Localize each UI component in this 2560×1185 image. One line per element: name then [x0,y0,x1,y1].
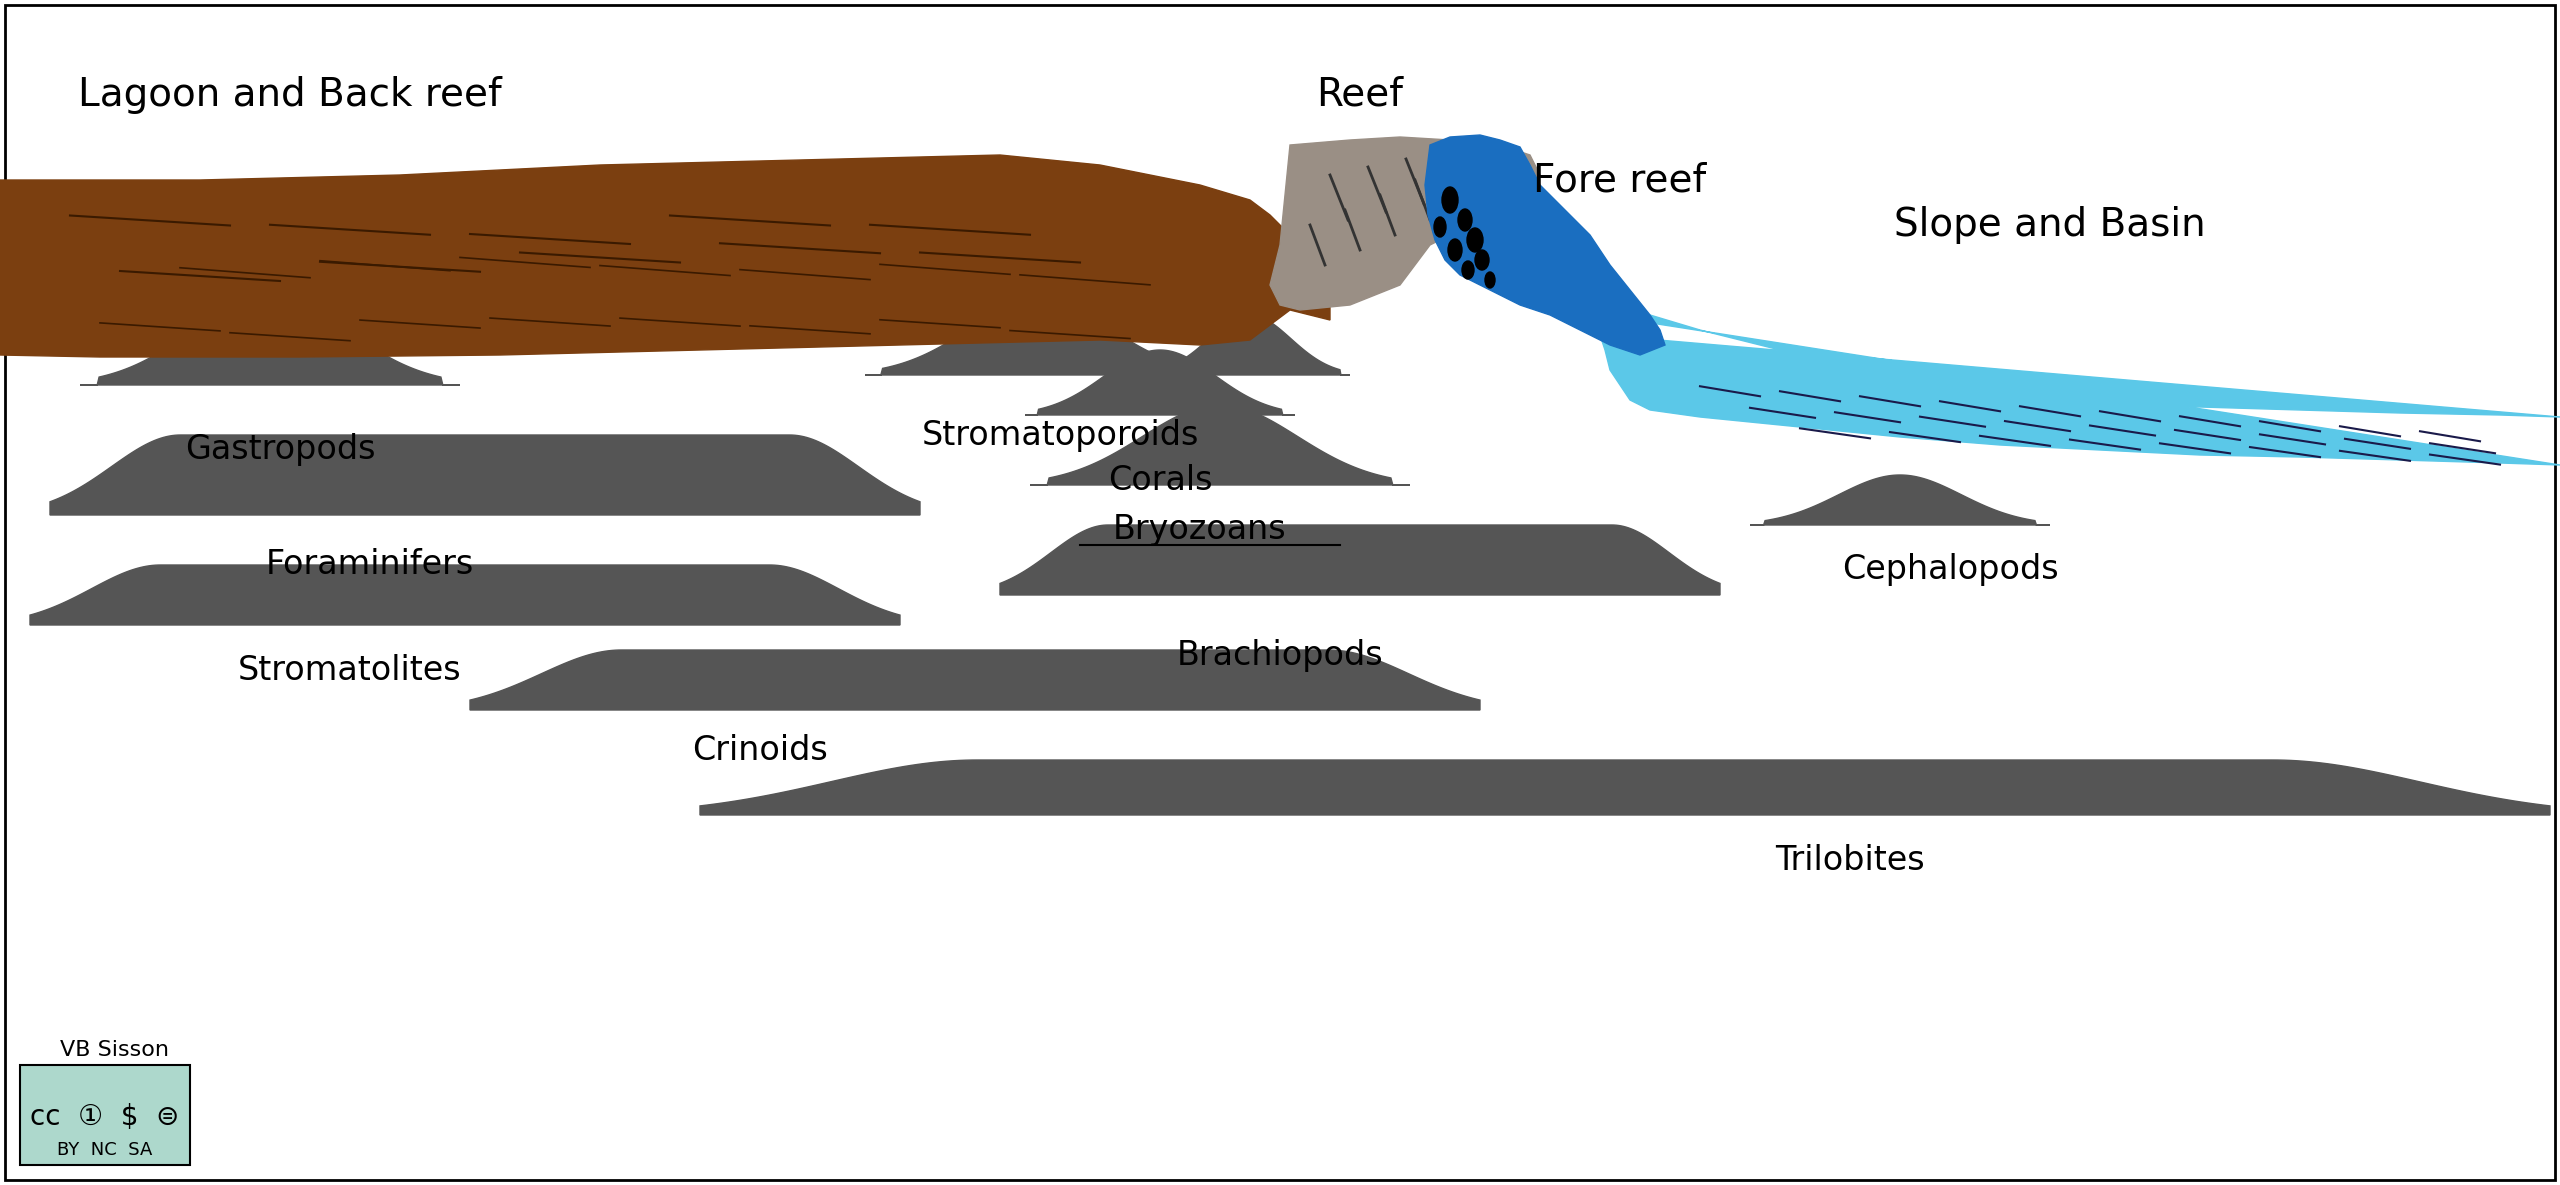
Polygon shape [79,295,461,385]
Text: Crinoids: Crinoids [691,734,827,767]
Polygon shape [51,435,919,515]
Text: Stromatoporoids: Stromatoporoids [922,418,1198,451]
Polygon shape [31,565,901,624]
Polygon shape [1270,137,1541,310]
Polygon shape [471,651,1480,710]
Polygon shape [1001,525,1720,595]
Polygon shape [1751,475,2051,525]
Polygon shape [0,155,1331,357]
Ellipse shape [1434,217,1446,237]
Text: Fore reef: Fore reef [1533,161,1708,199]
Text: Gastropods: Gastropods [184,434,376,467]
Text: VB Sisson: VB Sisson [59,1040,169,1061]
Bar [20,1065,189,1165]
Text: cc  ①  $  ⊜: cc ① $ ⊜ [31,1103,179,1130]
Text: BY  NC  SA: BY NC SA [56,1141,154,1159]
Polygon shape [865,300,1216,374]
Ellipse shape [1441,187,1459,213]
Text: Lagoon and Back reef: Lagoon and Back reef [79,76,502,114]
Polygon shape [1029,405,1411,485]
Ellipse shape [1485,273,1495,288]
Polygon shape [699,760,2550,815]
Text: Corals: Corals [1108,463,1213,497]
Text: Bryozoans: Bryozoans [1114,513,1288,546]
Text: Brachiopods: Brachiopods [1178,639,1382,672]
Text: Cephalopods: Cephalopods [1841,553,2058,587]
Polygon shape [1149,315,1349,374]
Polygon shape [1600,310,2560,465]
Text: Stromatolites: Stromatolites [238,653,461,686]
Ellipse shape [1467,228,1482,252]
Ellipse shape [1462,261,1475,278]
Polygon shape [1024,350,1295,415]
Text: Foraminifers: Foraminifers [266,549,474,582]
Text: Trilobites: Trilobites [1774,844,1925,877]
Text: Reef: Reef [1316,76,1403,114]
Ellipse shape [1449,239,1462,261]
Ellipse shape [1459,209,1472,231]
Text: Slope and Basin: Slope and Basin [1894,206,2207,244]
Ellipse shape [1475,250,1490,270]
Polygon shape [1426,135,1664,356]
